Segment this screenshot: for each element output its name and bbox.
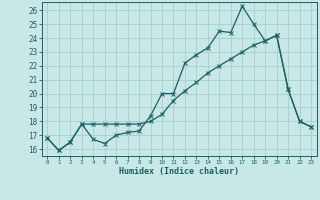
X-axis label: Humidex (Indice chaleur): Humidex (Indice chaleur) [119, 167, 239, 176]
